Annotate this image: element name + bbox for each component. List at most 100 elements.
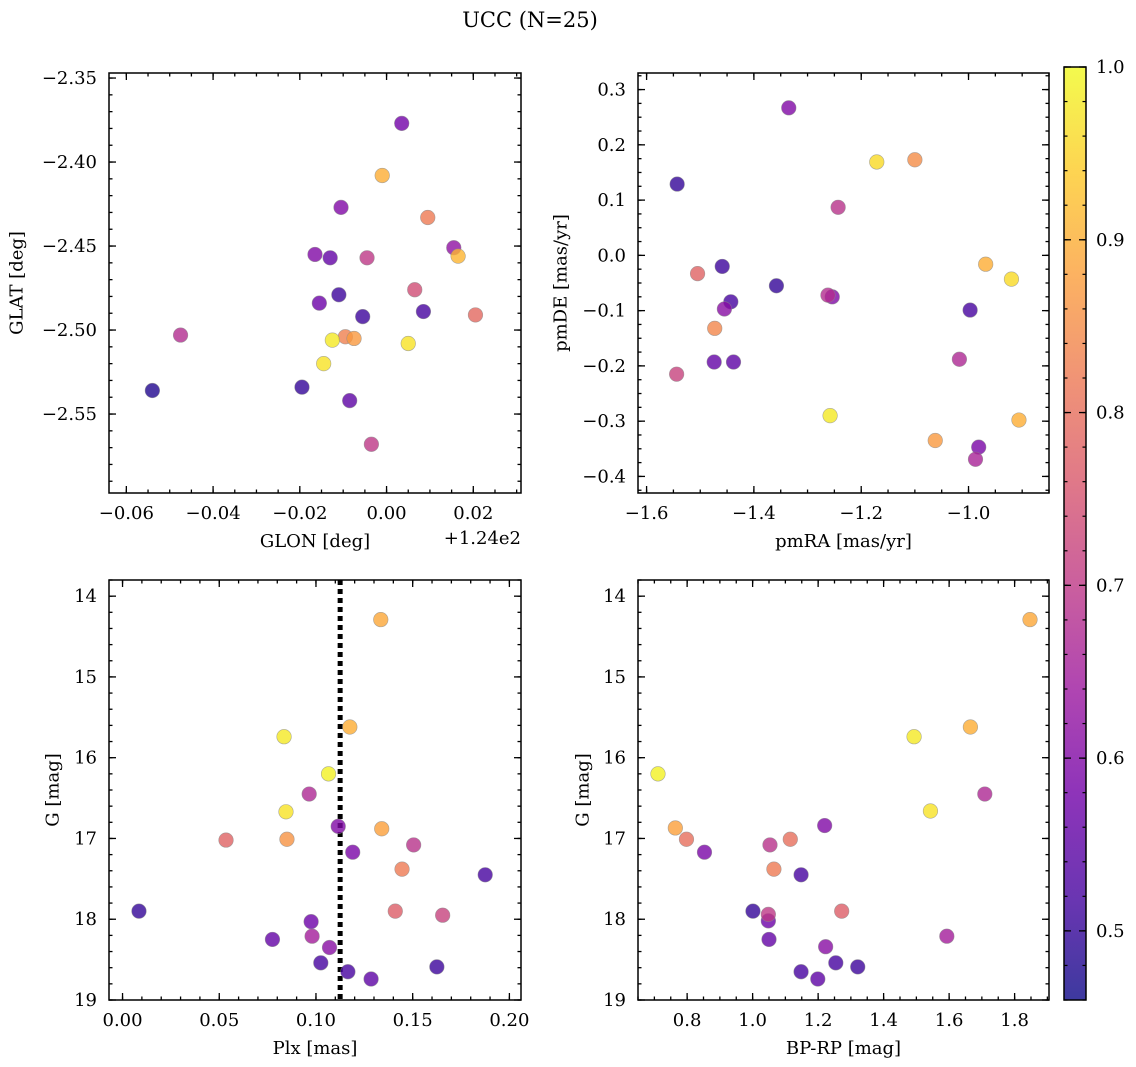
scatter-point: [276, 729, 292, 745]
y-tick-label: 18: [74, 909, 97, 930]
scatter-point: [311, 295, 327, 311]
y-tick-label: 17: [74, 828, 97, 849]
panel-pmra-pmde: −1.6 −1.4 −1.2 −1.0 −0.4 −0.3 −0.2 −0.1 0.0 0.1 0.…: [551, 72, 1050, 552]
scatter-point: [828, 955, 844, 971]
scatter-point: [303, 914, 319, 930]
colorbar-tick-label: 0.5: [1096, 921, 1125, 942]
x-tick-label: 0.00: [103, 1010, 143, 1031]
scatter-point: [762, 837, 778, 853]
y-tick-label: 15: [603, 667, 626, 688]
colorbar-tick-label: 0.9: [1096, 230, 1125, 251]
y-axis-label: GLAT [deg]: [7, 231, 28, 335]
scatter-point: [761, 931, 777, 948]
x-tick-label: 1.8: [1000, 1010, 1029, 1031]
x-tick-label: −1.6: [625, 503, 669, 524]
scatter-point: [316, 356, 332, 372]
scatter-point: [650, 766, 666, 782]
colorbar-gradient: [1063, 66, 1087, 1001]
scatter-point: [313, 955, 329, 971]
scatter-point: [342, 719, 358, 735]
x-offset-label: +1.24e2: [444, 528, 521, 549]
axis-ticks: [638, 73, 1050, 493]
scatter-point: [415, 303, 432, 320]
scatter-point: [817, 817, 833, 834]
x-tick-label: 0.02: [453, 503, 493, 524]
x-tick-label: −1.2: [839, 503, 883, 524]
scatter-point: [420, 209, 436, 226]
scatter-point: [782, 831, 798, 847]
scatter-point: [962, 302, 978, 318]
scatter-point: [407, 282, 423, 298]
scatter-points: [144, 115, 484, 452]
scatter-point: [359, 250, 375, 266]
x-axis-label: pmRA [mas/yr]: [775, 531, 912, 552]
scatter-point: [725, 354, 742, 370]
scatter-point: [342, 393, 358, 409]
x-axis-label: BP-RP [mag]: [786, 1038, 901, 1059]
scatter-point: [330, 818, 346, 834]
x-tick-label: 0.15: [393, 1010, 433, 1031]
y-tick-label: 19: [74, 990, 97, 1011]
scatter-point: [978, 256, 994, 272]
scatter-point: [435, 907, 451, 923]
scatter-point: [927, 432, 943, 449]
scatter-point: [760, 906, 776, 922]
scatter-point: [346, 330, 362, 347]
scatter-point: [977, 786, 993, 802]
scatter-point: [429, 959, 445, 975]
scatter-points: [669, 100, 1027, 467]
scatter-point: [324, 332, 340, 348]
colorbar-tick-label: 0.8: [1096, 403, 1125, 424]
scatter-point: [962, 719, 979, 735]
x-tick-label: 0.20: [489, 1010, 529, 1031]
scatter-point: [363, 436, 379, 452]
y-tick-label: 0.2: [597, 135, 626, 156]
scatter-point: [906, 729, 922, 745]
scatter-point: [669, 176, 685, 192]
scatter-point: [331, 287, 347, 303]
scatter-point: [951, 351, 967, 367]
scatter-point: [669, 366, 685, 382]
scatter-point: [745, 903, 761, 919]
y-tick-label: −2.55: [42, 404, 97, 425]
scatter-point: [373, 611, 389, 628]
scatter-point: [406, 837, 422, 853]
scatter-point: [322, 250, 338, 266]
scatter-point: [716, 301, 732, 317]
panel-bprp-g: 0.8 1.0 1.2 1.4 1.6 1.8 14 15 16 17 18 19 BP-RP [mag…: [573, 579, 1050, 1059]
x-tick-label: 0.00: [367, 503, 407, 524]
y-axis-label: G [mag]: [573, 753, 594, 826]
y-tick-label: −2.45: [42, 236, 97, 257]
y-tick-label: 18: [603, 909, 626, 930]
scatter-point: [869, 154, 885, 170]
scatter-point: [320, 766, 337, 782]
scatter-point: [131, 903, 147, 919]
scatter-point: [307, 246, 323, 263]
y-tick-label: −2.40: [42, 152, 97, 173]
x-tick-label: 0.10: [296, 1010, 336, 1031]
scatter-point: [689, 266, 706, 282]
scatter-point: [1022, 611, 1038, 628]
y-tick-label: 19: [603, 990, 626, 1011]
axes-frame: [108, 72, 522, 494]
scatter-point: [218, 832, 234, 848]
y-tick-label: 0.3: [597, 80, 626, 101]
x-axis-label: Plx [mas]: [273, 1038, 358, 1059]
y-tick-label: −2.50: [42, 320, 97, 341]
scatter-point: [394, 861, 410, 877]
scatter-point: [834, 903, 850, 919]
y-tick-label: −2.35: [42, 68, 97, 89]
scatter-point: [279, 831, 295, 847]
x-tick-label: −0.06: [99, 503, 154, 524]
scatter-point: [387, 903, 403, 919]
panel-plx-g: 0.00 0.05 0.10 0.15 0.20 14 15 16 17 18 19 Plx [mas…: [43, 579, 529, 1059]
y-tick-label: −0.4: [582, 466, 626, 487]
scatter-point: [374, 167, 390, 184]
scatter-point: [830, 199, 846, 215]
scatter-point: [810, 971, 826, 987]
scatter-point: [1003, 271, 1020, 287]
scatter-points: [650, 611, 1038, 987]
scatter-point: [345, 844, 361, 860]
x-axis-label: GLON [deg]: [260, 531, 370, 552]
